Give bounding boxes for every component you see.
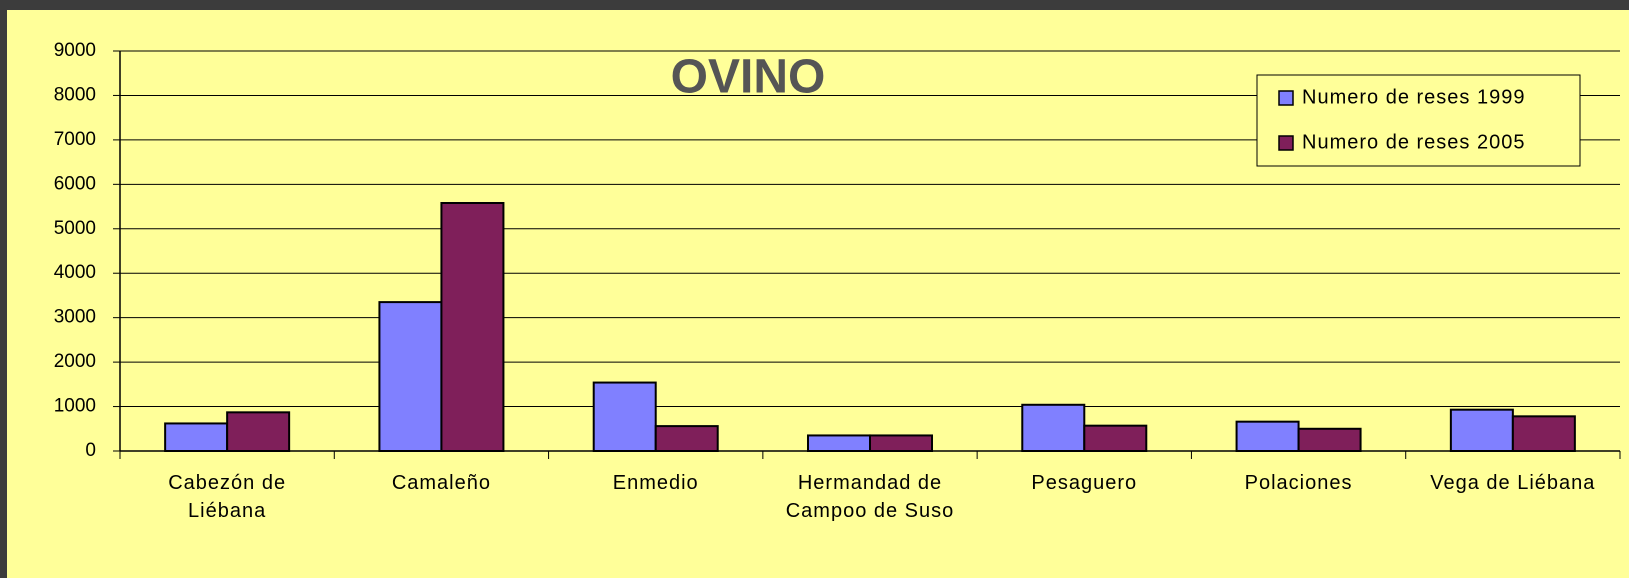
x-tick-label: Polaciones (1244, 472, 1353, 494)
bar (1297, 427, 1362, 452)
y-tick-label: 9000 (54, 40, 96, 61)
y-tick-label: 2000 (54, 351, 96, 372)
bar (440, 202, 505, 452)
y-tick-label: 4000 (54, 262, 96, 283)
x-tick-label: Camaleño (391, 472, 491, 494)
y-tick-label: 0 (85, 440, 96, 461)
legend-label: Numero de reses 1999 (1302, 86, 1525, 108)
bar (807, 434, 871, 453)
bar (1511, 415, 1576, 453)
bar (378, 301, 443, 452)
x-tick-label: Enmedio (612, 472, 699, 494)
bar (1235, 420, 1300, 452)
bar (1449, 408, 1514, 452)
bar (226, 411, 291, 453)
y-tick-label: 8000 (54, 84, 96, 105)
y-tick-label: 7000 (54, 129, 96, 150)
y-tick-label: 3000 (54, 307, 96, 328)
x-tick-label: Pesaguero (1031, 472, 1138, 494)
x-tick-label: Cabezón de Liébana (168, 472, 287, 522)
y-tick-label: 6000 (54, 173, 96, 194)
y-tick-label: 5000 (54, 218, 96, 239)
bar (654, 425, 719, 453)
bar (164, 422, 229, 453)
legend-box (1256, 74, 1581, 167)
bar (1021, 403, 1086, 452)
x-tick-label: Vega de Liébana (1430, 472, 1596, 494)
bar (869, 434, 933, 453)
legend-swatch (1278, 135, 1294, 151)
chart-title: OVINO (671, 51, 826, 104)
y-tick-label: 1000 (54, 396, 96, 417)
legend-swatch (1278, 90, 1294, 106)
x-tick-label: Hermandad de Campoo de Suso (785, 472, 955, 522)
bar (592, 381, 657, 452)
legend-label: Numero de reses 2005 (1302, 131, 1525, 153)
bar (1083, 424, 1148, 452)
